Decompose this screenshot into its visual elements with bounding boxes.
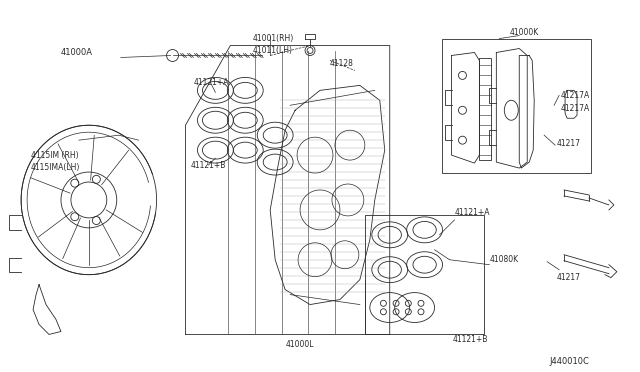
Bar bbox=[365, 215, 484, 334]
Text: 4115IMA(LH): 4115IMA(LH) bbox=[31, 163, 81, 171]
Text: 4115IM (RH): 4115IM (RH) bbox=[31, 151, 79, 160]
Text: 41000A: 41000A bbox=[61, 48, 93, 57]
Bar bbox=[479, 58, 492, 160]
Text: 41000L: 41000L bbox=[286, 340, 314, 349]
Text: 41217: 41217 bbox=[557, 139, 581, 148]
Text: 41001(RH): 41001(RH) bbox=[252, 34, 294, 43]
Text: 41217: 41217 bbox=[557, 273, 581, 282]
Text: 41217A: 41217A bbox=[561, 104, 590, 113]
Text: J440010C: J440010C bbox=[549, 357, 589, 366]
Text: 41121+B: 41121+B bbox=[191, 161, 226, 170]
Text: 41121+A: 41121+A bbox=[193, 78, 229, 87]
Text: 41121+B: 41121+B bbox=[452, 335, 488, 344]
Text: 41000K: 41000K bbox=[509, 28, 538, 37]
Text: 41121+A: 41121+A bbox=[454, 208, 490, 217]
Text: 41080K: 41080K bbox=[490, 255, 518, 264]
Text: 41128: 41128 bbox=[330, 59, 354, 68]
Bar bbox=[442, 39, 591, 173]
Text: 41011(LH): 41011(LH) bbox=[252, 46, 292, 55]
Text: 41217A: 41217A bbox=[561, 91, 590, 100]
